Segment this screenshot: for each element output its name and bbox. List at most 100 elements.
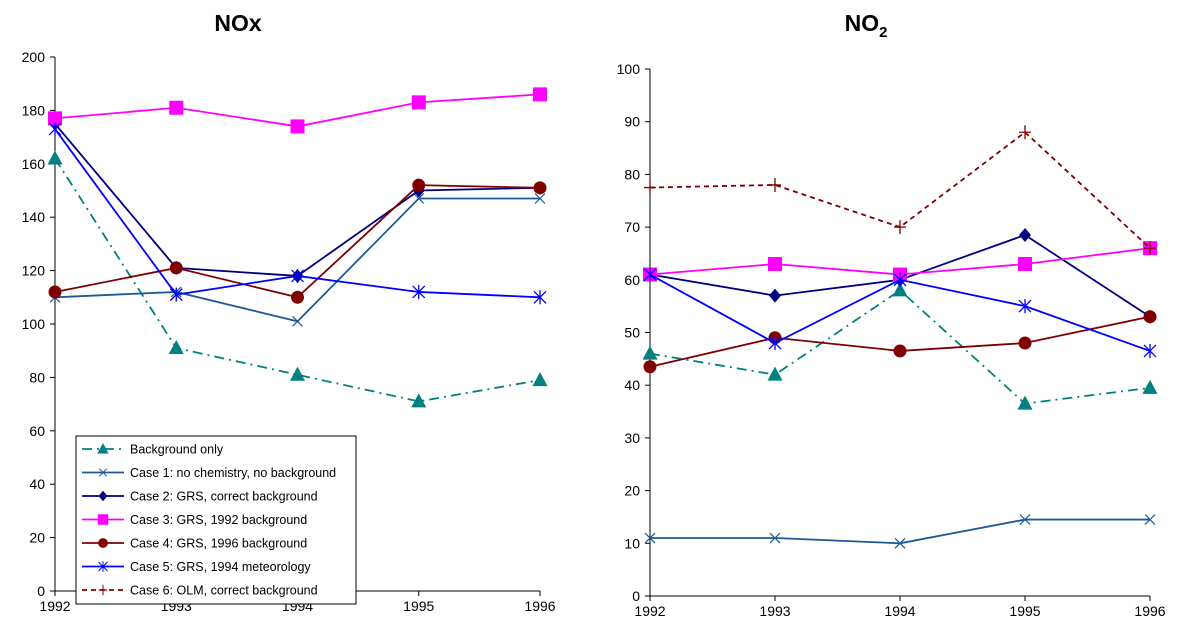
data-point-case4 (48, 285, 62, 299)
series-case5 (643, 267, 1157, 358)
data-point-case4 (533, 181, 547, 195)
data-point-case6 (769, 177, 781, 192)
data-point-case4 (1143, 310, 1157, 324)
chart-title-nox: NOx (214, 10, 262, 36)
data-point-background (1142, 379, 1158, 394)
data-point-case2 (769, 288, 781, 303)
x-tick-label: 1992 (39, 598, 70, 614)
series-case4 (48, 178, 547, 304)
data-point-case2 (1019, 228, 1031, 243)
series-case3 (48, 87, 547, 134)
y-tick-label: 160 (22, 156, 46, 172)
y-tick-label: 20 (29, 530, 45, 546)
legend-swatch-marker (97, 443, 109, 454)
legend-label: Case 1: no chemistry, no background (130, 466, 336, 480)
data-point-background (168, 340, 184, 355)
legend-label: Case 4: GRS, 1996 background (130, 537, 307, 551)
y-tick-label: 100 (22, 316, 46, 332)
data-point-case1 (1019, 514, 1031, 526)
data-point-case4 (1018, 336, 1032, 350)
series-background (642, 282, 1158, 410)
y-tick-label: 50 (624, 325, 640, 341)
data-point-case6 (1019, 125, 1031, 140)
data-point-background (411, 393, 427, 408)
series-case2 (49, 116, 546, 283)
series-line-case1 (650, 518, 1150, 545)
legend-item-case2: Case 2: GRS, correct background (82, 490, 318, 504)
data-point-case5 (48, 122, 62, 137)
legend: Background only Case 1: no chemistry, no … (75, 435, 357, 605)
data-point-background (767, 366, 783, 381)
data-point-background (892, 282, 908, 297)
y-tick-label: 30 (624, 430, 640, 446)
data-point-case4 (412, 178, 426, 192)
y-tick-label: 90 (624, 114, 640, 130)
data-point-background (532, 372, 548, 387)
x-tick-label: 1992 (634, 603, 665, 619)
legend-swatch-marker (98, 468, 108, 477)
legend-item-case4: Case 4: GRS, 1996 background (82, 537, 307, 551)
data-point-case3 (290, 119, 305, 134)
legend-swatch-marker (98, 538, 108, 548)
data-point-case3 (48, 111, 62, 126)
y-tick-label: 60 (29, 423, 45, 439)
data-point-case3 (169, 100, 184, 115)
y-tick-label: 10 (624, 535, 640, 551)
x-tick-label: 1993 (759, 603, 790, 619)
data-point-background (1017, 395, 1033, 410)
legend-label: Case 6: OLM, correct background (130, 584, 318, 598)
data-point-case1 (534, 193, 546, 204)
data-point-case4 (643, 360, 657, 374)
x-tick-label: 1995 (403, 598, 434, 614)
data-point-case6 (644, 180, 656, 195)
data-point-case6 (894, 220, 906, 235)
data-point-case4 (893, 344, 907, 358)
data-point-case5 (643, 267, 657, 282)
chart-no2: NO2 0 10 20 30 40 50 60 70 80 90 100 1992 1993 1994 19… (617, 10, 1166, 619)
legend-swatch-marker (98, 584, 108, 596)
series-case5 (48, 122, 547, 305)
x-tick-label: 1994 (884, 603, 915, 619)
series-line-background (649, 289, 1151, 405)
x-tick-label: 1996 (1134, 603, 1165, 619)
data-point-case1 (413, 193, 425, 204)
data-point-case1 (1144, 514, 1156, 526)
x-tick-label: 1995 (1009, 603, 1040, 619)
legend-item-case1: Case 1: no chemistry, no background (82, 466, 336, 480)
data-point-case3 (533, 87, 547, 102)
series-case1 (49, 193, 546, 327)
y-tick-label: 60 (624, 272, 640, 288)
series-line-case2 (54, 123, 541, 277)
y-tick-label: 100 (617, 61, 641, 77)
y-tick-label: 0 (632, 588, 640, 604)
y-tick-label: 200 (22, 49, 46, 65)
axes-no2: 0 10 20 30 40 50 60 70 80 90 100 1992 1993 1994 1995 19… (617, 61, 1166, 619)
data-point-case5 (291, 268, 304, 283)
y-tick-label: 80 (29, 369, 45, 385)
data-point-case4 (169, 261, 183, 275)
data-point-case4 (291, 290, 304, 304)
chart-title-no2-main: NO (845, 10, 880, 36)
legend-item-case6: Case 6: OLM, correct background (82, 584, 318, 598)
y-tick-label: 140 (22, 209, 46, 225)
y-tick-label: 0 (37, 583, 45, 599)
y-tick-label: 120 (22, 263, 46, 279)
x-tick-label: 1996 (524, 598, 555, 614)
legend-label: Background only (130, 443, 224, 457)
y-tick-label: 70 (624, 219, 640, 235)
data-point-case6 (1144, 241, 1156, 256)
legend-label: Case 3: GRS, 1992 background (130, 513, 307, 527)
legend-swatch-marker (97, 514, 109, 525)
legend-swatch-marker (98, 561, 108, 572)
data-point-case5 (169, 287, 183, 302)
data-point-background (47, 150, 63, 165)
series-case6 (644, 125, 1156, 256)
legend-item-case3: Case 3: GRS, 1992 background (82, 513, 307, 527)
legend-label: Case 5: GRS, 1994 meteorology (130, 560, 311, 574)
chart-title-no2: NO2 (845, 10, 888, 41)
legend-item-case5: Case 5: GRS, 1994 meteorology (82, 560, 311, 574)
data-point-case5 (412, 284, 426, 299)
data-point-case1 (894, 537, 906, 549)
series-background (47, 150, 548, 408)
